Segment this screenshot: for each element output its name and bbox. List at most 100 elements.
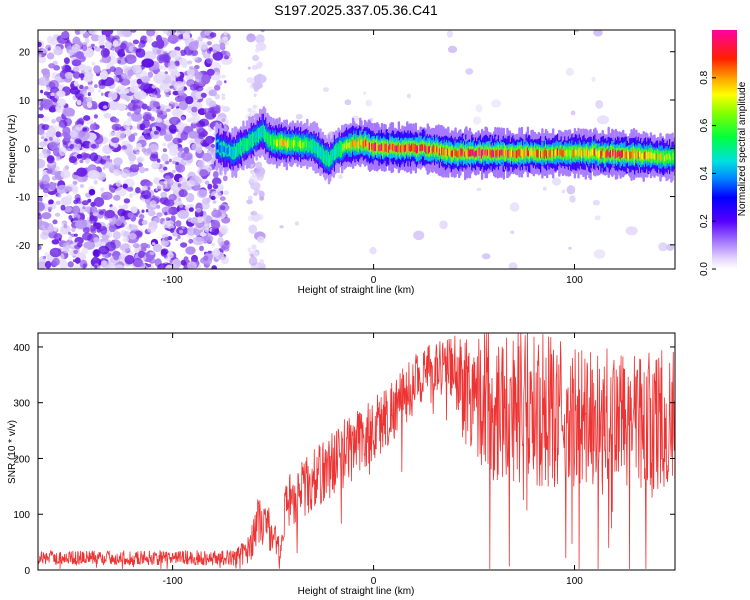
snr-frame [37, 332, 676, 571]
noise-blob [216, 71, 220, 76]
noise-blob [115, 179, 122, 187]
noise-blob [99, 159, 107, 165]
noise-blob [94, 265, 98, 269]
noise-blob [169, 49, 182, 60]
noise-blob [200, 231, 207, 237]
noise-blob [365, 99, 373, 107]
noise-blob [92, 256, 98, 261]
noise-blob [212, 49, 217, 54]
noise-blob [195, 213, 199, 218]
noise-blob [207, 183, 213, 190]
noise-blob [570, 110, 576, 116]
noise-blob [71, 43, 81, 53]
noise-blob [139, 214, 145, 220]
noise-blob [72, 71, 81, 79]
noise-blob [178, 202, 184, 208]
noise-blob [221, 74, 226, 79]
noise-blob [150, 94, 158, 102]
noise-blob [542, 186, 547, 191]
noise-blob [38, 213, 43, 220]
noise-blob [45, 44, 52, 50]
noise-blob [80, 152, 88, 161]
noise-blob [142, 113, 152, 122]
spectrogram-frame [37, 29, 676, 270]
noise-blob [91, 61, 96, 66]
noise-blob [76, 100, 82, 106]
noise-blob [246, 33, 256, 43]
noise-blob [566, 185, 576, 195]
y-tick-label: 100 [13, 510, 30, 521]
noise-blob [38, 113, 44, 119]
noise-blob [593, 30, 603, 37]
noise-blob [162, 84, 171, 93]
noise-blob [362, 91, 366, 95]
noise-blob [192, 236, 205, 246]
noise-blob [255, 42, 267, 52]
noise-blob [188, 131, 199, 139]
noise-blob [48, 182, 57, 191]
spectrogram-plot-area [38, 30, 675, 269]
noise-blob [212, 200, 217, 204]
noise-blob [204, 180, 210, 185]
noise-blob [138, 262, 145, 267]
noise-blob [163, 166, 168, 171]
noise-blob [201, 201, 210, 210]
noise-blob [132, 243, 140, 249]
noise-blob [87, 92, 91, 97]
noise-blob [89, 215, 95, 222]
noise-blob [203, 107, 209, 114]
noise-blob [129, 224, 138, 231]
noise-blob [201, 237, 205, 242]
noise-blob [116, 88, 121, 93]
noise-blob [369, 246, 377, 255]
noise-blob [115, 186, 127, 197]
noise-blob [44, 138, 48, 142]
noise-blob [175, 72, 181, 77]
noise-blob [133, 132, 138, 136]
noise-blob [509, 202, 520, 212]
noise-blob [71, 59, 82, 67]
noise-blob [62, 126, 71, 135]
noise-blob [177, 138, 183, 144]
noise-blob [139, 123, 146, 131]
noise-blob [102, 30, 114, 36]
noise-blob [166, 94, 170, 98]
noise-blob [85, 157, 90, 164]
noise-blob [52, 219, 58, 225]
noise-blob [171, 216, 176, 222]
noise-blob [104, 209, 116, 219]
noise-blob [172, 160, 177, 165]
noise-blob [141, 246, 147, 252]
noise-blob [48, 79, 59, 90]
noise-blob [252, 173, 256, 178]
noise-blob [75, 124, 84, 131]
noise-blob [212, 51, 224, 61]
noise-blob [74, 219, 88, 229]
noise-blob [87, 170, 100, 180]
noise-blob [222, 36, 229, 41]
noise-blob [151, 84, 157, 89]
noise-blob [182, 32, 190, 40]
noise-blob [140, 35, 148, 44]
noise-blob [64, 186, 73, 193]
noise-blob [666, 243, 675, 251]
noise-blob [44, 92, 49, 96]
noise-blob [221, 244, 229, 250]
noise-blob [247, 108, 252, 112]
noise-blob [141, 220, 148, 225]
noise-blob [72, 188, 79, 195]
noise-blob [169, 228, 175, 233]
noise-blob [247, 66, 251, 70]
noise-blob [186, 68, 195, 77]
noise-blob [69, 87, 81, 95]
noise-blob [98, 40, 105, 46]
noise-blob [58, 146, 67, 157]
y-tick-label: 0 [24, 144, 30, 155]
noise-blob [90, 144, 97, 149]
noise-blob [38, 158, 46, 169]
noise-blob [254, 76, 262, 83]
noise-blob [136, 151, 140, 155]
noise-blob [491, 99, 502, 108]
noise-blob [177, 121, 185, 132]
